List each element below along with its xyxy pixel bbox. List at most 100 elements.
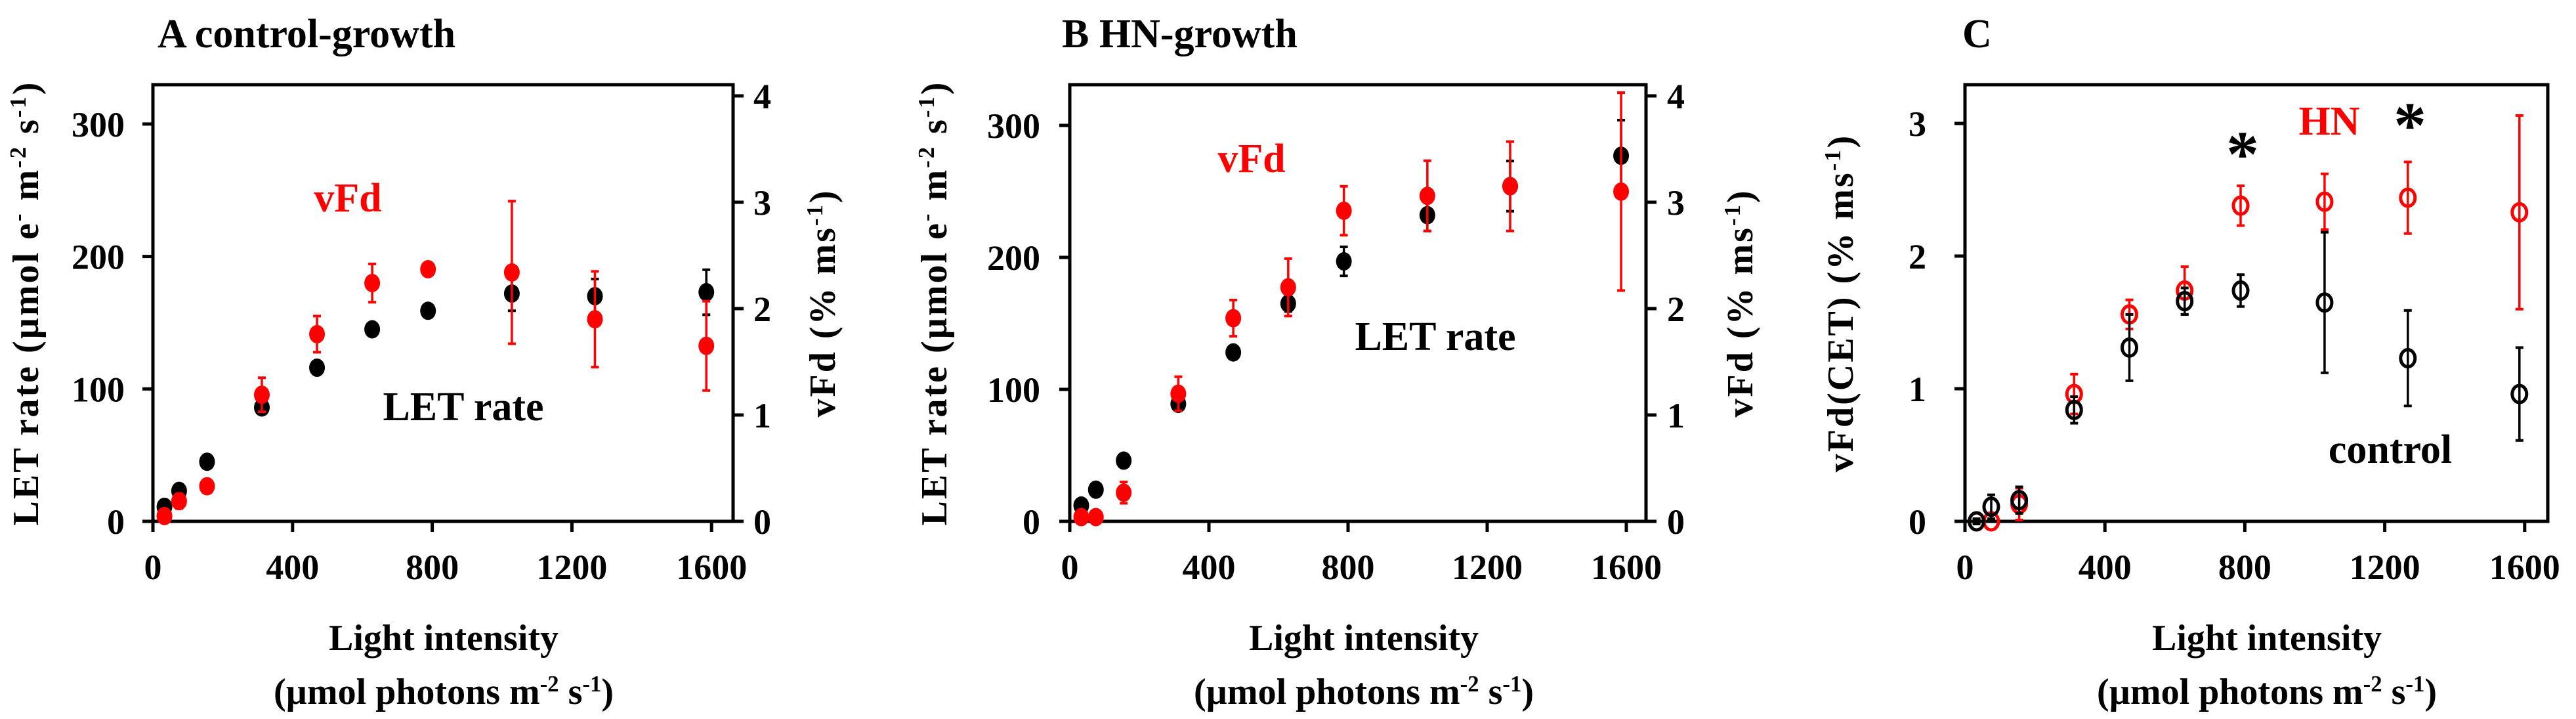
y-right-axis-label-part: -1 <box>802 203 828 226</box>
x-axis-unit-part: ) <box>601 672 614 712</box>
data-point <box>1982 496 2000 517</box>
x-tick-label: 1200 <box>536 548 607 587</box>
y-left-axis-label: LET rate (µmol e- m-2 s-1) <box>914 81 956 526</box>
y-left-axis-label-part: - <box>914 212 939 222</box>
y-left-axis-label-part: -1 <box>1820 148 1846 171</box>
x-axis-unit-part: (µmol photons m <box>274 672 540 712</box>
data-point <box>2510 383 2529 404</box>
data-point <box>1613 182 1630 201</box>
data-point <box>698 336 715 355</box>
y-right-tick-label: 0 <box>1667 502 1685 542</box>
y-left-axis-label-part: LET rate (µmol e <box>914 221 955 525</box>
x-axis-label: Light intensity <box>329 618 559 659</box>
y-left-axis-label: LET rate (µmol e- m-2 s-1) <box>5 81 47 526</box>
y-right-tick-label: 4 <box>753 77 771 116</box>
x-tick-label: 400 <box>1183 548 1236 587</box>
y-right-tick-label: 1 <box>753 396 771 435</box>
y-left-axis-label-part: - <box>5 212 31 222</box>
x-axis-label: Light intensity <box>1249 618 1479 659</box>
data-point <box>420 301 436 320</box>
y-left-tick-label: 200 <box>72 238 125 277</box>
y-left-tick-label: 0 <box>1023 502 1040 542</box>
y-left-axis-label-part: vFd(CET) (% ms <box>1821 171 1861 472</box>
data-point <box>2510 202 2529 223</box>
data-point <box>1336 201 1352 220</box>
x-axis-unit-part: (µmol photons m <box>1194 672 1460 712</box>
panel-title: A control-growth <box>158 12 455 56</box>
panel-c: C 0 400 800 1200 1600 0 1 2 3 Light intensity (µmol… <box>1820 12 2560 712</box>
x-tick-label: 400 <box>2079 548 2132 587</box>
y-left-tick-label: 2 <box>1909 237 1926 276</box>
y-right-tick-label: 0 <box>753 502 771 542</box>
y-left-axis-label-part: s <box>914 118 955 145</box>
data-point <box>2315 191 2334 212</box>
data-point <box>2399 187 2417 208</box>
x-axis-label: Light intensity <box>2152 618 2382 659</box>
data-point <box>2010 490 2029 511</box>
data-point <box>1073 508 1089 527</box>
data-point <box>587 310 603 329</box>
data-point <box>1280 278 1296 297</box>
y-right-tick-label: 3 <box>1667 183 1685 223</box>
series-label: HN <box>2299 99 2360 144</box>
y-left-tick-label: 0 <box>107 502 125 542</box>
x-axis-unit-part: ) <box>1521 672 1534 712</box>
y-left-tick-label: 3 <box>1909 104 1926 144</box>
significance-asterisk: * <box>2226 118 2259 190</box>
series-control <box>1968 230 2529 532</box>
series-vfd <box>156 200 715 525</box>
y-left-axis-label-part: -1 <box>5 95 31 118</box>
x-axis-unit-part: -1 <box>1502 671 1521 697</box>
data-point <box>1419 186 1435 206</box>
series-label: control <box>2329 427 2452 472</box>
data-point <box>199 477 215 496</box>
y-left-tick-label: 100 <box>987 370 1040 410</box>
data-point <box>1087 480 1104 499</box>
y-left-axis-label-part: ) <box>6 81 47 95</box>
y-left-tick-label: 200 <box>987 238 1040 278</box>
x-axis-unit: (µmol photons m-2 s-1) <box>274 671 614 713</box>
y-right-tick-label: 4 <box>1667 77 1685 116</box>
x-axis-unit-part: -2 <box>1460 671 1479 697</box>
data-point <box>364 320 381 339</box>
y-right-axis-label-part: ) <box>1720 188 1761 203</box>
x-axis-unit-part: (µmol photons m <box>2097 672 2363 712</box>
data-point <box>2231 195 2250 216</box>
x-axis-unit-part: -2 <box>540 671 559 697</box>
y-left-tick-label: 100 <box>72 370 125 409</box>
y-left-axis-label-part: -1 <box>914 95 939 118</box>
data-point <box>309 359 326 378</box>
y-left-axis-label-part: ) <box>1821 134 1861 148</box>
series-label: vFd <box>1217 137 1285 181</box>
data-point <box>1170 384 1187 403</box>
data-point <box>698 283 715 302</box>
y-left-tick-label: 1 <box>1909 370 1926 409</box>
data-point <box>1336 252 1352 271</box>
data-point <box>1116 483 1132 502</box>
x-tick-label: 1200 <box>1452 548 1523 587</box>
x-tick-label: 0 <box>144 548 162 587</box>
x-tick-label: 800 <box>1322 548 1375 587</box>
data-point <box>1087 508 1104 527</box>
y-left-axis-label: vFd(CET) (% ms-1) <box>1820 134 1862 472</box>
y-right-axis-label-part: vFd (% ms <box>1720 226 1761 417</box>
x-axis-unit-part: -2 <box>2363 671 2382 697</box>
data-point <box>309 324 326 343</box>
x-tick-label: 0 <box>1956 548 1974 587</box>
y-right-axis-label-part: -1 <box>1720 203 1745 226</box>
x-tick-label: 1600 <box>2489 548 2560 587</box>
y-left-tick-label: 300 <box>72 105 125 144</box>
x-tick-label: 1600 <box>1591 548 1662 587</box>
data-point <box>199 452 215 471</box>
y-right-tick-label: 2 <box>753 290 771 329</box>
panel-title: B HN-growth <box>1062 12 1298 56</box>
x-tick-label: 1600 <box>676 548 747 587</box>
x-axis-unit-part: s <box>559 672 583 712</box>
x-axis-unit: (µmol photons m-2 s-1) <box>1194 671 1534 713</box>
y-left-axis-label-part: ) <box>914 81 955 95</box>
series-label: LET rate <box>383 385 543 429</box>
x-axis-unit-part: s <box>1479 672 1503 712</box>
